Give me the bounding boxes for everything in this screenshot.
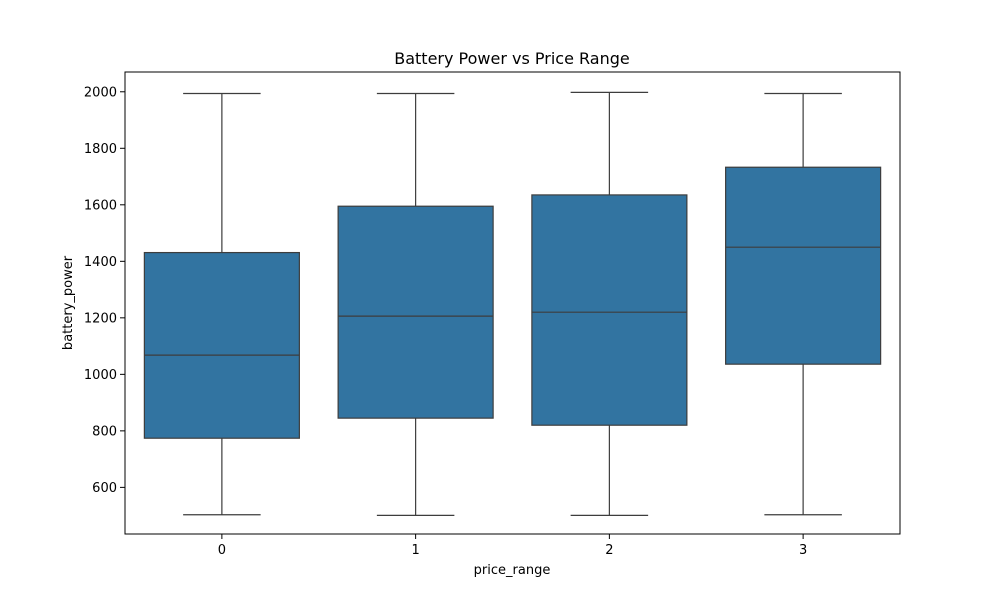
y-tick-label: 1800 xyxy=(84,142,117,157)
x-axis-label: price_range xyxy=(474,563,551,578)
plot-area-frame xyxy=(124,71,901,535)
box-series xyxy=(143,91,882,516)
box-iqr xyxy=(337,205,494,419)
box-iqr xyxy=(531,194,688,426)
x-tick-label: 0 xyxy=(218,543,226,558)
x-tick-label: 3 xyxy=(799,543,807,558)
box-iqr xyxy=(725,166,882,365)
box-3 xyxy=(725,92,882,516)
x-tick-label: 1 xyxy=(411,543,419,558)
y-tick-label: 2000 xyxy=(84,85,117,100)
y-axis-label: battery_power xyxy=(61,255,76,350)
y-tick-label: 1000 xyxy=(84,368,117,383)
x-axis: 0 1 2 3 xyxy=(218,534,807,558)
box-0 xyxy=(143,92,300,516)
y-axis: 600 800 1000 1200 1400 1600 1800 2000 xyxy=(84,85,125,496)
box-1 xyxy=(337,92,494,516)
box-iqr xyxy=(143,251,300,439)
y-tick-label: 600 xyxy=(92,481,117,496)
x-tick-label: 2 xyxy=(605,543,613,558)
box-2 xyxy=(531,91,688,516)
chart-title: Battery Power vs Price Range xyxy=(394,49,629,68)
y-tick-label: 1200 xyxy=(84,311,117,326)
y-tick-label: 1400 xyxy=(84,255,117,270)
y-tick-label: 800 xyxy=(92,424,117,439)
y-tick-label: 1600 xyxy=(84,198,117,213)
